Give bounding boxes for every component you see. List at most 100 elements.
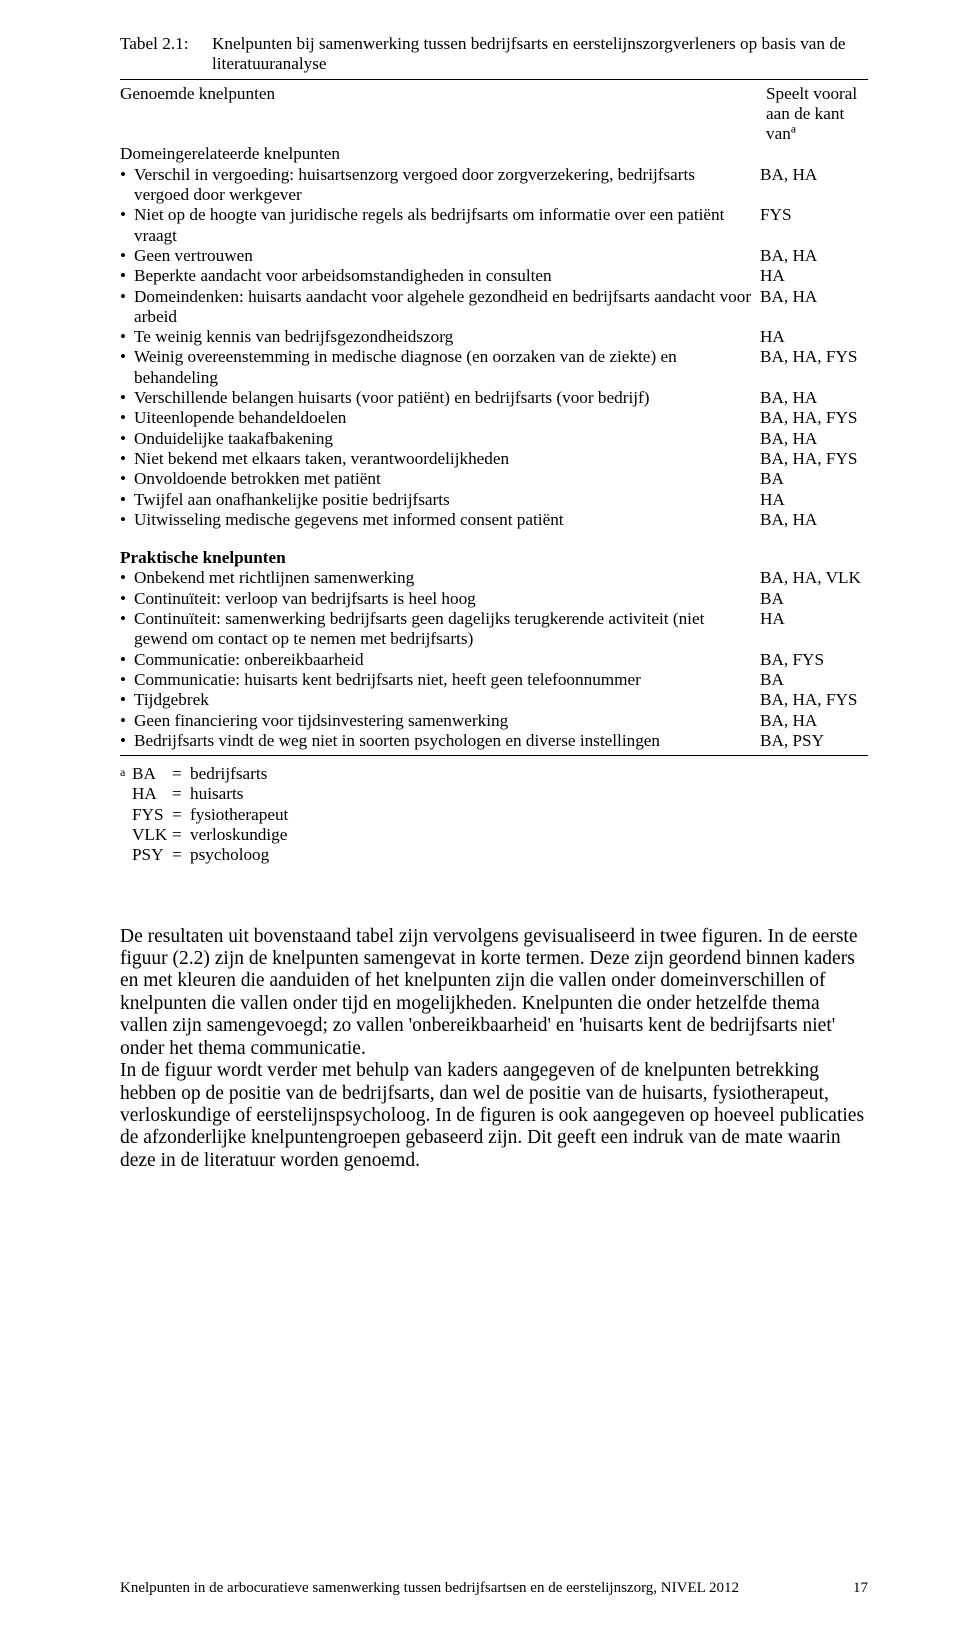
list-item: •Niet op de hoogte van juridische regels…: [120, 205, 868, 246]
list-item-value: HA: [760, 490, 868, 510]
section1-list: •Verschil in vergoeding: huisartsenzorg …: [120, 165, 868, 530]
bullet-icon: •: [120, 609, 134, 629]
bullet-icon: •: [120, 568, 134, 588]
legend-sup: [120, 784, 132, 804]
list-item: •Weinig overeenstemming in medische diag…: [120, 347, 868, 388]
list-item-text: Continuïteit: samenwerking bedrijfsarts …: [134, 609, 760, 650]
list-item-value: FYS: [760, 205, 868, 225]
bullet-icon: •: [120, 408, 134, 428]
footer-text: Knelpunten in de arbocuratieve samenwerk…: [120, 1580, 739, 1598]
list-item-value: BA, HA, FYS: [760, 690, 868, 710]
bullet-icon: •: [120, 731, 134, 751]
list-item-value: BA, HA: [760, 246, 868, 266]
col-right-line2: aan de kant van: [766, 104, 844, 143]
legend-desc: huisarts: [190, 784, 243, 804]
list-item-value: BA: [760, 469, 868, 489]
legend-desc: fysiotherapeut: [190, 805, 288, 825]
legend-eq: =: [172, 784, 190, 804]
list-item-text: Communicatie: huisarts kent bedrijfsarts…: [134, 670, 760, 690]
bullet-icon: •: [120, 327, 134, 347]
list-item-text: Verschillende belangen huisarts (voor pa…: [134, 388, 760, 408]
list-item-text: Niet op de hoogte van juridische regels …: [134, 205, 760, 246]
list-item-value: BA, HA: [760, 429, 868, 449]
legend-desc: verloskundige: [190, 825, 287, 845]
list-item: •Te weinig kennis van bedrijfsgezondheid…: [120, 327, 868, 347]
bullet-icon: •: [120, 388, 134, 408]
list-item: •Geen financiering voor tijdsinvestering…: [120, 711, 868, 731]
list-item: •Bedrijfsarts vindt de weg niet in soort…: [120, 731, 868, 751]
legend-row: VLK=verloskundige: [120, 825, 868, 845]
list-item-text: Onduidelijke taakafbakening: [134, 429, 760, 449]
list-item: •Uitwisseling medische gegevens met info…: [120, 510, 868, 530]
body-p1: De resultaten uit bovenstaand tabel zijn…: [120, 926, 868, 1061]
legend-code: BA: [132, 764, 172, 784]
list-item: •Domeindenken: huisarts aandacht voor al…: [120, 287, 868, 328]
bullet-icon: •: [120, 589, 134, 609]
legend-sup: [120, 845, 132, 865]
list-item: •Twijfel aan onafhankelijke positie bedr…: [120, 490, 868, 510]
legend-sup: [120, 825, 132, 845]
list-item-text: Uitwisseling medische gegevens met infor…: [134, 510, 760, 530]
list-item: •Niet bekend met elkaars taken, verantwo…: [120, 449, 868, 469]
body-p2: In de figuur wordt verder met behulp van…: [120, 1060, 868, 1172]
bullet-icon: •: [120, 490, 134, 510]
bullet-icon: •: [120, 287, 134, 307]
col-right-line1: Speelt vooral: [766, 84, 857, 103]
legend-eq: =: [172, 764, 190, 784]
bullet-icon: •: [120, 205, 134, 225]
list-item-value: BA, HA: [760, 287, 868, 307]
list-item: •Verschillende belangen huisarts (voor p…: [120, 388, 868, 408]
footer: Knelpunten in de arbocuratieve samenwerk…: [120, 1580, 868, 1598]
table-label: Tabel 2.1:: [120, 34, 212, 54]
list-item-text: Verschil in vergoeding: huisartsenzorg v…: [134, 165, 760, 206]
list-item-value: BA, HA: [760, 388, 868, 408]
legend-row: FYS=fysiotherapeut: [120, 805, 868, 825]
legend-row: aBA=bedrijfsarts: [120, 764, 868, 784]
list-item-text: Niet bekend met elkaars taken, verantwoo…: [134, 449, 760, 469]
col-left-header: Genoemde knelpunten: [120, 84, 760, 104]
list-item: •Communicatie: huisarts kent bedrijfsart…: [120, 670, 868, 690]
list-item-value: BA, HA: [760, 510, 868, 530]
divider-top: [120, 79, 868, 80]
column-header-row: Genoemde knelpunten Speelt vooral aan de…: [120, 84, 868, 145]
list-item-text: Continuïteit: verloop van bedrijfsarts i…: [134, 589, 760, 609]
bullet-icon: •: [120, 429, 134, 449]
body-text: De resultaten uit bovenstaand tabel zijn…: [120, 926, 868, 1173]
list-item-text: Domeindenken: huisarts aandacht voor alg…: [134, 287, 760, 328]
list-item-text: Geen financiering voor tijdsinvestering …: [134, 711, 760, 731]
list-item: •Onbekend met richtlijnen samenwerkingBA…: [120, 568, 868, 588]
list-item-text: Tijdgebrek: [134, 690, 760, 710]
list-item-text: Bedrijfsarts vindt de weg niet in soorte…: [134, 731, 760, 751]
bullet-icon: •: [120, 510, 134, 530]
bullet-icon: •: [120, 266, 134, 286]
legend-eq: =: [172, 805, 190, 825]
legend-desc: psycholoog: [190, 845, 269, 865]
list-item: •Geen vertrouwenBA, HA: [120, 246, 868, 266]
list-item-text: Twijfel aan onafhankelijke positie bedri…: [134, 490, 760, 510]
list-item: •TijdgebrekBA, HA, FYS: [120, 690, 868, 710]
list-item-text: Weinig overeenstemming in medische diagn…: [134, 347, 760, 388]
legend-sup: [120, 805, 132, 825]
bullet-icon: •: [120, 670, 134, 690]
table-header: Tabel 2.1: Knelpunten bij samenwerking t…: [120, 34, 868, 75]
section2-heading: Praktische knelpunten: [120, 548, 868, 568]
page: Tabel 2.1: Knelpunten bij samenwerking t…: [0, 0, 960, 1628]
list-item-value: BA, HA, VLK: [760, 568, 868, 588]
list-item-value: BA, HA, FYS: [760, 449, 868, 469]
list-item-value: BA: [760, 589, 868, 609]
list-item-value: BA, HA, FYS: [760, 347, 868, 367]
list-item-text: Beperkte aandacht voor arbeidsomstandigh…: [134, 266, 760, 286]
legend-eq: =: [172, 825, 190, 845]
legend-row: PSY=psycholoog: [120, 845, 868, 865]
list-item-text: Geen vertrouwen: [134, 246, 760, 266]
legend-desc: bedrijfsarts: [190, 764, 267, 784]
col-right-header: Speelt vooral aan de kant vana: [760, 84, 868, 145]
list-item-value: BA, PSY: [760, 731, 868, 751]
list-item: •Onduidelijke taakafbakeningBA, HA: [120, 429, 868, 449]
bullet-icon: •: [120, 449, 134, 469]
legend-code: VLK: [132, 825, 172, 845]
footer-page: 17: [853, 1580, 868, 1598]
list-item: •Continuïteit: verloop van bedrijfsarts …: [120, 589, 868, 609]
legend-code: FYS: [132, 805, 172, 825]
list-item-text: Onvoldoende betrokken met patiënt: [134, 469, 760, 489]
